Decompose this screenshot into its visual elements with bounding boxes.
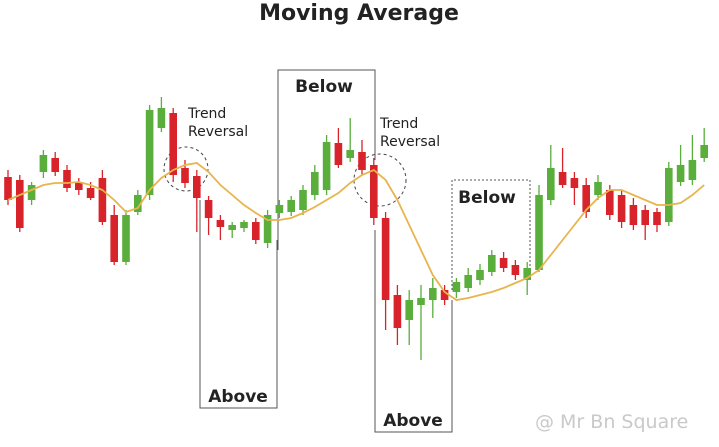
region-box <box>199 200 278 409</box>
candle-body <box>429 288 437 300</box>
candle-body <box>122 215 130 262</box>
candle-body <box>51 158 59 172</box>
candle-body <box>240 222 248 228</box>
candle-body <box>452 282 461 292</box>
candle-body <box>75 182 83 190</box>
candle-body <box>606 190 614 215</box>
candle-body <box>169 113 177 175</box>
candle-body <box>299 190 307 210</box>
candle-body <box>204 200 213 218</box>
candle-body <box>464 275 472 288</box>
candle-body <box>582 185 590 212</box>
candle-body <box>700 145 708 158</box>
candle-body <box>311 172 319 195</box>
region-boxes <box>199 69 531 433</box>
candles <box>4 97 708 360</box>
candle-body <box>322 142 331 190</box>
candle-body <box>547 168 555 200</box>
annotation: Trend <box>379 116 418 132</box>
candle-body <box>558 172 567 185</box>
candle-body <box>488 255 496 272</box>
candle-body <box>63 170 71 188</box>
candle-body <box>370 165 378 218</box>
candle-body <box>145 110 154 195</box>
candle-body <box>252 222 260 240</box>
candle-body <box>594 182 602 195</box>
candle-body <box>86 188 95 198</box>
region-label: Above <box>383 411 443 431</box>
candle-body <box>499 258 508 268</box>
candle-body <box>688 160 697 180</box>
candle-body <box>476 270 484 280</box>
candle-body <box>665 168 673 222</box>
annotation: Reversal <box>380 134 440 150</box>
candle-body <box>617 195 626 222</box>
candle-body <box>653 212 661 225</box>
candle-body <box>4 177 12 200</box>
candle-body <box>440 290 449 300</box>
candle-body <box>193 176 201 198</box>
candle-body <box>334 143 343 165</box>
candle-body <box>405 300 413 320</box>
candle-body <box>275 205 284 213</box>
candle-body <box>511 265 520 275</box>
region-box <box>451 179 531 290</box>
annotation: Trend <box>187 106 226 122</box>
candle-body <box>346 150 354 158</box>
watermark: @ Mr Bn Square <box>535 411 688 433</box>
candle-body <box>417 298 425 305</box>
candle-body <box>629 205 638 225</box>
candle-body <box>570 178 579 188</box>
candle-body <box>641 210 649 225</box>
candle-body <box>676 165 685 182</box>
candle-body <box>216 220 225 227</box>
candle-body <box>16 180 24 228</box>
candle-body <box>27 185 36 200</box>
region-label: Below <box>458 188 516 208</box>
candle-body <box>98 178 107 222</box>
candle-body <box>535 195 543 270</box>
candle-body <box>110 215 118 262</box>
moving-average-line <box>7 162 705 301</box>
candle-body <box>39 155 48 172</box>
candle-body <box>523 268 531 280</box>
candle-body <box>393 295 402 328</box>
region-box <box>374 230 453 433</box>
region-box <box>277 69 376 250</box>
candle-body <box>263 215 272 243</box>
reversal-circle <box>163 146 209 192</box>
candle-body <box>358 152 366 170</box>
region-label: Below <box>295 77 353 97</box>
annotation: Reversal <box>188 124 248 140</box>
candle-body <box>134 195 142 212</box>
region-label: Above <box>208 387 268 407</box>
candle-body <box>157 108 166 128</box>
chart-title: Moving Average <box>259 1 459 26</box>
reversal-circle <box>353 153 407 207</box>
candle-body <box>228 225 236 230</box>
candle-body <box>381 218 390 300</box>
candle-body <box>287 200 295 212</box>
candle-body <box>181 168 189 183</box>
